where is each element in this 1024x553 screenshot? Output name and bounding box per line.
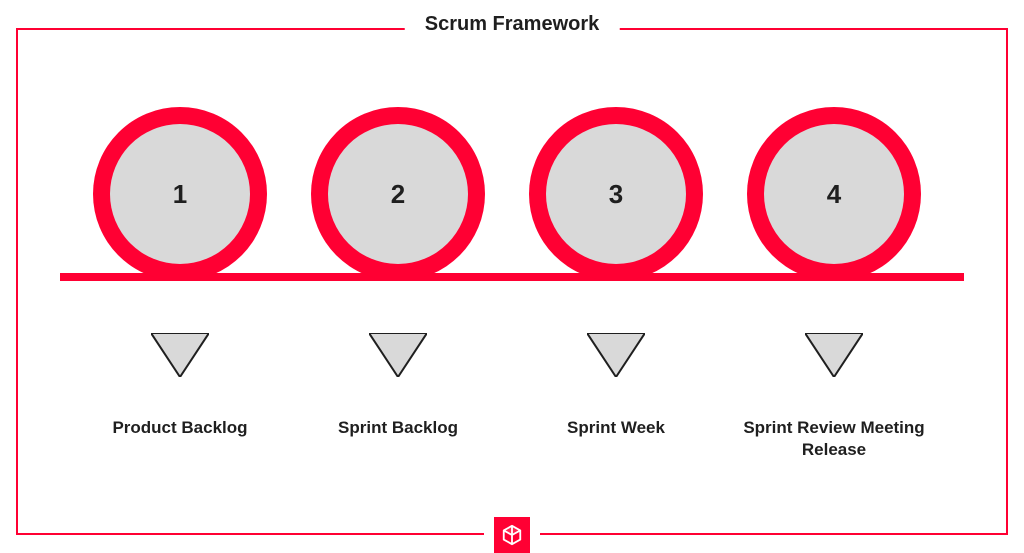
step-label: Sprint Week (511, 417, 721, 439)
logo-box (494, 517, 530, 553)
step-1: 1 (93, 107, 267, 281)
step-number: 3 (609, 179, 623, 210)
triangle-down-icon (151, 333, 209, 377)
step-triangle (587, 333, 645, 382)
triangle-down-icon (587, 333, 645, 377)
step-circle-inner: 4 (764, 124, 904, 264)
step-3: 3 (529, 107, 703, 281)
step-triangle (151, 333, 209, 382)
step-label: Sprint Backlog (293, 417, 503, 439)
step-label: Sprint Review Meeting Release (729, 417, 939, 461)
step-circle: 2 (311, 107, 485, 281)
triangle-down-icon (805, 333, 863, 377)
step-label: Product Backlog (75, 417, 285, 439)
step-2: 2 (311, 107, 485, 281)
step-4: 4 (747, 107, 921, 281)
step-circle: 3 (529, 107, 703, 281)
step-number: 1 (173, 179, 187, 210)
step-circle-inner: 1 (110, 124, 250, 264)
cube-icon (501, 524, 523, 546)
logo (484, 517, 540, 553)
step-triangle (805, 333, 863, 382)
diagram-title: Scrum Framework (405, 13, 620, 36)
step-number: 4 (827, 179, 841, 210)
triangle-down-icon (369, 333, 427, 377)
step-number: 2 (391, 179, 405, 210)
step-circle: 1 (93, 107, 267, 281)
step-circle-inner: 2 (328, 124, 468, 264)
step-circle: 4 (747, 107, 921, 281)
step-triangle (369, 333, 427, 382)
step-circle-inner: 3 (546, 124, 686, 264)
